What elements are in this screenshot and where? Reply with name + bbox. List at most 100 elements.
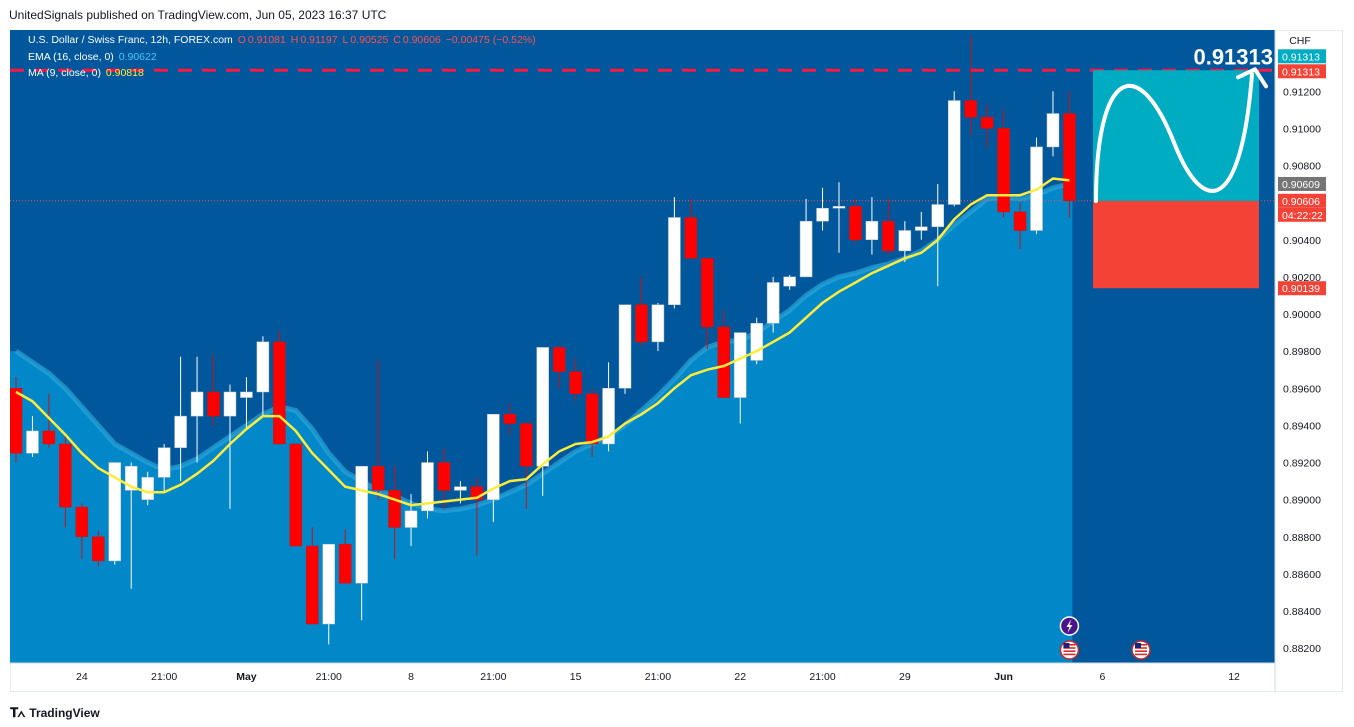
x-tick-label: Jun <box>994 671 1013 683</box>
candle <box>783 275 796 290</box>
legend-ema-value: 0.90622 <box>118 51 157 63</box>
candle <box>26 416 39 457</box>
y-tick-label: 0.91000 <box>1283 123 1321 135</box>
footer-brand[interactable]: 𝐓∧ TradingView <box>10 705 100 721</box>
candle-body <box>750 323 763 361</box>
candle-body <box>635 304 648 343</box>
forecast-curve <box>1094 72 1254 203</box>
flash-icon <box>1059 616 1080 636</box>
candle <box>437 447 451 509</box>
candle <box>289 443 303 547</box>
target-annotation: 0.91313 <box>1193 44 1273 69</box>
candle <box>421 451 434 519</box>
candle-body <box>799 220 813 278</box>
candle <box>717 310 731 398</box>
candle-body <box>59 443 72 508</box>
candle-body <box>75 506 89 538</box>
candle-body <box>536 347 549 467</box>
legend-ma-row[interactable]: MA (9, close, 0) 0.90818 <box>28 67 146 79</box>
candle <box>684 198 698 259</box>
legend-symbol-row: U.S. Dollar / Swiss Franc, 12h, FOREX.co… <box>28 34 538 46</box>
tradingview-logo-icon: 𝐓∧ <box>10 705 25 720</box>
candle <box>108 462 122 565</box>
candle-body <box>371 465 385 491</box>
candle-body <box>42 430 56 445</box>
candle-body <box>701 258 714 328</box>
legend-close-label: C <box>393 34 401 46</box>
x-tick-label: 15 <box>570 671 582 683</box>
us-flag-icon <box>1131 640 1151 660</box>
legend-low: 0.90525 <box>350 34 389 46</box>
candle-body <box>207 391 220 417</box>
candle <box>207 354 220 426</box>
time-axis <box>10 662 1276 692</box>
x-tick-label: 21:00 <box>645 671 671 683</box>
candle <box>618 304 632 394</box>
candle <box>404 494 418 547</box>
target-price-tag-2: 0.91313 <box>1282 66 1320 78</box>
candle-body <box>157 447 171 478</box>
candle <box>898 221 912 263</box>
chart-frame[interactable]: 0.91313 CHF 0.88200 0.88400 0.88600 0.88800 0.… <box>10 30 1343 692</box>
flash-bolt <box>1066 619 1073 633</box>
candle <box>355 465 368 621</box>
legend-ema-label: EMA (16, close, 0) <box>28 51 114 63</box>
candle-body <box>355 465 368 584</box>
x-tick-label: 6 <box>1099 671 1105 683</box>
candle-body <box>865 220 879 241</box>
candle <box>865 197 879 255</box>
legend-open-label: O <box>237 34 246 46</box>
ask-price-tag: 0.90609 <box>1282 179 1320 191</box>
current-price-tag-bg <box>1278 193 1326 208</box>
y-tick-label: 0.90000 <box>1283 309 1321 321</box>
legend-ema-row[interactable]: EMA (16, close, 0) 0.90622 <box>28 51 159 63</box>
y-tick-label: 0.89800 <box>1283 346 1321 358</box>
y-tick-label: 0.88600 <box>1283 569 1321 581</box>
candle <box>10 377 23 463</box>
candle-body <box>832 206 846 209</box>
target-price-tag-2-bg <box>1278 64 1326 79</box>
candle <box>223 384 237 509</box>
flag-stripe <box>1063 650 1076 652</box>
candle-body <box>1013 211 1027 231</box>
candle <box>980 104 994 147</box>
candle-body <box>404 510 418 528</box>
candle <box>520 421 533 509</box>
candle-body <box>717 326 731 398</box>
candle <box>832 182 846 253</box>
candle-body <box>849 206 862 241</box>
candle-body <box>733 332 747 398</box>
candle-body <box>141 477 154 500</box>
flag-stripe <box>1135 653 1147 656</box>
x-tick-label: 22 <box>734 671 746 683</box>
candle <box>1046 91 1060 157</box>
candle <box>338 529 352 584</box>
stop-price-tag-bg <box>1278 281 1326 296</box>
y-tick-label: 0.88400 <box>1283 606 1321 618</box>
candle-body <box>256 341 270 393</box>
candle-body <box>338 543 352 584</box>
candle <box>915 211 928 240</box>
candle-body <box>10 388 23 454</box>
candle <box>273 330 286 445</box>
y-tick-label: 0.89200 <box>1283 458 1321 470</box>
x-tick-label: 24 <box>76 671 88 683</box>
candle <box>92 531 105 567</box>
candle <box>799 198 813 278</box>
candle-body <box>947 100 961 205</box>
target-price-tag: 0.91313 <box>1282 51 1320 63</box>
candle <box>371 360 385 500</box>
legend-high-label: H <box>290 34 299 46</box>
forecast-arrowhead-icon <box>1236 67 1268 89</box>
candle <box>1013 202 1027 250</box>
current-price-tag: 0.90606 <box>1282 196 1320 208</box>
flag-canton <box>1135 643 1141 648</box>
chart-svg[interactable]: 0.91313 CHF 0.88200 0.88400 0.88600 0.88800 0.… <box>10 30 1343 692</box>
x-tick-label: May <box>236 671 257 683</box>
candle-body <box>783 276 796 287</box>
candle <box>503 403 517 435</box>
candle <box>964 35 977 136</box>
legend-ma-label: MA (9, close, 0) <box>28 67 101 79</box>
candle <box>487 414 500 522</box>
y-tick-label: 0.88200 <box>1283 643 1321 655</box>
